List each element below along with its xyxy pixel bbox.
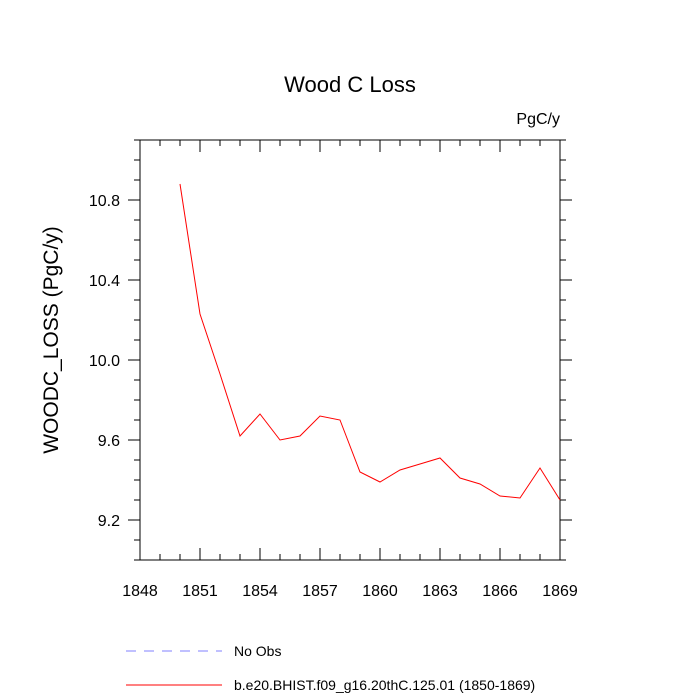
series-group [179, 183, 561, 501]
y-tick-label: 10.8 [89, 193, 120, 210]
y-axis-label: WOODC_LOSS (PgC/y) [40, 226, 63, 454]
x-tick-label: 1851 [182, 583, 218, 600]
units-label: PgC/y [516, 111, 560, 128]
legend: No Obs b.e20.BHIST.f09_g16.20thC.125.01 … [126, 643, 535, 693]
legend-label-no-obs: No Obs [234, 643, 281, 659]
axis-ticks [128, 139, 572, 561]
x-tick-labels: 1848 1851 1854 1857 1860 1863 1866 1869 [122, 583, 578, 600]
y-tick-label: 9.6 [98, 433, 120, 450]
x-tick-label: 1863 [422, 583, 458, 600]
series-line [179, 183, 561, 501]
legend-label-model: b.e20.BHIST.f09_g16.20thC.125.01 (1850-1… [234, 677, 535, 693]
x-tick-label: 1857 [302, 583, 338, 600]
x-tick-label: 1869 [542, 583, 578, 600]
y-tick-label: 10.4 [89, 273, 120, 290]
x-tick-label: 1860 [362, 583, 398, 600]
chart-title: Wood C Loss [284, 72, 416, 97]
x-tick-label: 1854 [242, 583, 278, 600]
y-tick-label: 10.0 [89, 353, 120, 370]
x-tick-label: 1866 [482, 583, 518, 600]
x-tick-label: 1848 [122, 583, 158, 600]
plot-frame [139, 139, 561, 561]
y-tick-label: 9.2 [98, 513, 120, 530]
y-tick-labels: 9.2 9.6 10.0 10.4 10.8 [89, 193, 120, 530]
